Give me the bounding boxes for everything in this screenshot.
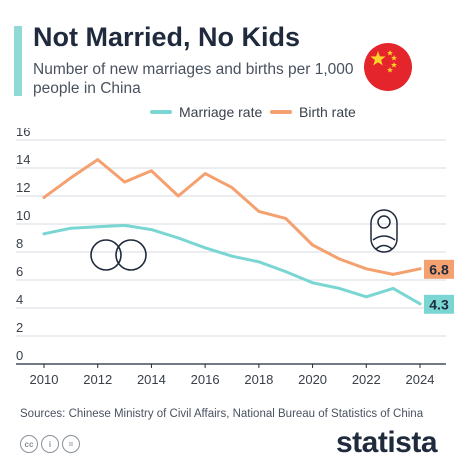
data-point <box>230 186 234 189</box>
legend-label-marriage: Marriage rate <box>179 104 263 120</box>
x-tick-label: 2010 <box>30 372 59 387</box>
data-point <box>96 225 100 229</box>
accent-bar <box>14 26 22 96</box>
swaddled-baby-icon <box>370 209 398 253</box>
data-point <box>284 217 288 220</box>
data-point <box>364 295 368 299</box>
data-point <box>123 224 126 227</box>
x-axis-ticks: 2010 2012 2014 2016 2018 2020 2022 2024 <box>30 364 435 387</box>
data-point <box>284 270 288 273</box>
data-point <box>150 228 153 231</box>
source-note: Sources: Chinese Ministry of Civil Affai… <box>20 408 424 420</box>
data-point <box>230 254 234 258</box>
cc-license-icon[interactable]: cc <box>20 435 38 453</box>
china-flag-icon <box>364 43 412 91</box>
data-point <box>203 246 207 250</box>
legend-swatch-birth <box>270 110 292 114</box>
license-icons: cc i = <box>20 435 80 453</box>
x-tick-label: 2014 <box>137 372 166 387</box>
data-point <box>391 273 395 276</box>
data-point <box>364 267 368 271</box>
data-point <box>69 226 73 230</box>
y-tick-label: 8 <box>16 236 23 251</box>
data-point <box>418 302 422 306</box>
x-tick-label: 2022 <box>352 372 381 387</box>
legend-item-birth: Birth rate <box>270 104 356 120</box>
end-label-marriage: 4.3 <box>424 294 454 314</box>
x-tick-label: 2012 <box>83 372 112 387</box>
data-point <box>176 236 180 240</box>
data-point <box>418 267 422 271</box>
x-tick-label: 2016 <box>191 372 220 387</box>
legend-item-marriage: Marriage rate <box>150 104 262 120</box>
data-point <box>150 169 153 173</box>
y-tick-label: 0 <box>16 348 23 363</box>
legend-label-birth: Birth rate <box>299 104 356 120</box>
y-tick-label: 4 <box>16 292 23 307</box>
legend-swatch-marriage <box>150 110 172 114</box>
data-point <box>203 172 207 175</box>
series-line-marriage <box>42 223 422 306</box>
end-label-birth: 6.8 <box>424 259 454 279</box>
attribution-icon[interactable]: i <box>41 435 59 453</box>
y-tick-label: 10 <box>16 208 30 223</box>
x-tick-label: 2018 <box>244 372 273 387</box>
y-tick-label: 12 <box>16 180 30 195</box>
data-point <box>391 287 395 290</box>
series-lines <box>42 158 422 306</box>
end-labels: 4.3 6.8 <box>424 259 454 314</box>
end-label-box <box>424 259 454 279</box>
y-tick-label: 2 <box>16 320 23 335</box>
end-label-text: 6.8 <box>429 261 449 277</box>
y-axis-ticks: 0 2 4 6 8 10 12 14 16 <box>16 128 30 363</box>
statista-logo[interactable]: statista <box>336 426 438 459</box>
data-point <box>311 281 314 285</box>
data-point <box>42 232 46 236</box>
wedding-rings-icon <box>90 239 147 271</box>
data-point <box>338 287 341 290</box>
y-tick-label: 16 <box>16 128 30 139</box>
data-point <box>176 194 180 198</box>
x-tick-label: 2024 <box>406 372 435 387</box>
page-title: Not Married, No Kids <box>33 22 301 52</box>
data-point <box>42 196 46 199</box>
data-point <box>69 176 73 180</box>
end-label-box <box>424 294 454 314</box>
data-point <box>338 257 341 261</box>
data-point <box>123 180 126 184</box>
chart-legend: Marriage rate Birth rate <box>0 104 474 126</box>
data-point <box>96 158 100 161</box>
page-subtitle: Number of new marriages and births per 1… <box>33 61 354 97</box>
data-point <box>311 243 314 247</box>
y-tick-label: 6 <box>16 264 23 279</box>
data-point <box>257 260 261 264</box>
no-derivatives-icon[interactable]: = <box>62 435 80 453</box>
x-tick-label: 2020 <box>298 372 327 387</box>
y-tick-label: 14 <box>16 152 30 167</box>
data-point <box>257 210 261 213</box>
end-label-text: 4.3 <box>429 296 449 312</box>
grid-lines <box>16 139 446 365</box>
